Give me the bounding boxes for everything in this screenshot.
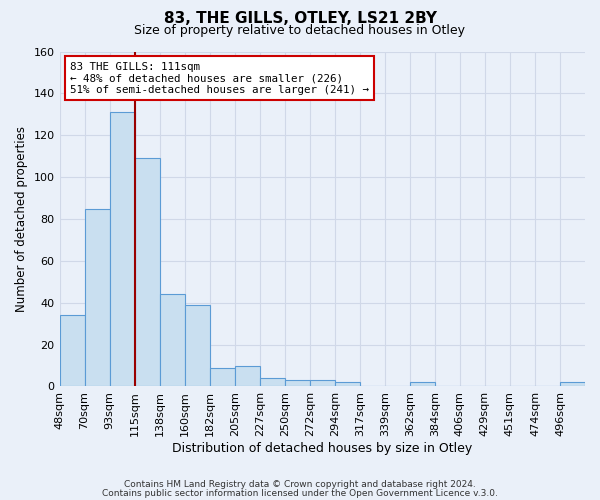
Bar xyxy=(59,316,85,386)
Bar xyxy=(85,208,110,386)
Text: 83 THE GILLS: 111sqm
← 48% of detached houses are smaller (226)
51% of semi-deta: 83 THE GILLS: 111sqm ← 48% of detached h… xyxy=(70,62,369,94)
Bar xyxy=(560,382,585,386)
Text: Size of property relative to detached houses in Otley: Size of property relative to detached ho… xyxy=(134,24,466,37)
Bar xyxy=(260,378,285,386)
Bar xyxy=(134,158,160,386)
Bar xyxy=(209,368,235,386)
Text: Contains HM Land Registry data © Crown copyright and database right 2024.: Contains HM Land Registry data © Crown c… xyxy=(124,480,476,489)
Bar xyxy=(335,382,360,386)
Bar xyxy=(310,380,335,386)
Bar xyxy=(185,305,209,386)
X-axis label: Distribution of detached houses by size in Otley: Distribution of detached houses by size … xyxy=(172,442,472,455)
Bar xyxy=(235,366,260,386)
Bar xyxy=(285,380,310,386)
Y-axis label: Number of detached properties: Number of detached properties xyxy=(15,126,28,312)
Bar xyxy=(160,294,185,386)
Text: 83, THE GILLS, OTLEY, LS21 2BY: 83, THE GILLS, OTLEY, LS21 2BY xyxy=(163,11,437,26)
Bar xyxy=(410,382,435,386)
Bar xyxy=(110,112,134,386)
Text: Contains public sector information licensed under the Open Government Licence v.: Contains public sector information licen… xyxy=(102,488,498,498)
